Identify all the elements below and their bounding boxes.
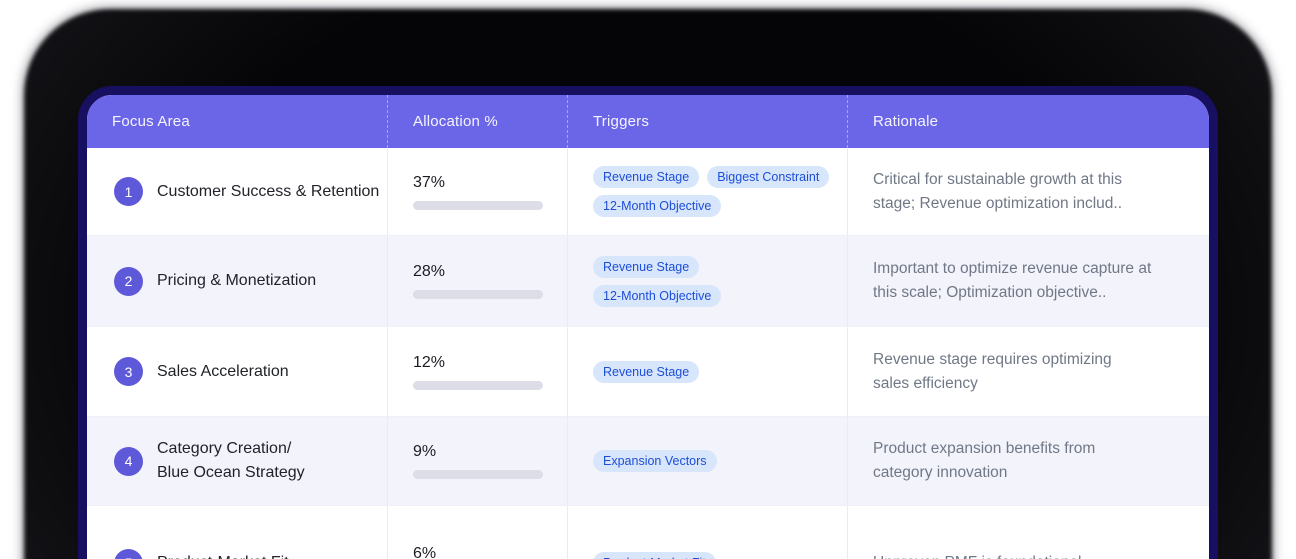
trigger-tag-line: Product-Market Fit: [593, 552, 716, 559]
trigger-tag-line: Revenue Stage: [593, 360, 700, 383]
triggers-cell: Product-Market Fit: [567, 506, 847, 559]
rationale-text: Critical for sustainable growth at this …: [873, 170, 1123, 212]
focus-area-cell: 4 Category Creation/ Blue Ocean Strategy: [87, 417, 387, 505]
allocation-cell: 6%: [387, 506, 567, 559]
triggers-cell: Revenue Stage: [567, 327, 847, 416]
trigger-tag: 12-Month Objective: [593, 195, 722, 217]
trigger-tag: Expansion Vectors: [593, 450, 717, 472]
trigger-tags: Revenue Stage Biggest Constraint 12-Month …: [593, 166, 830, 217]
table-header: Focus Area Allocation % Triggers Rationa…: [87, 95, 1209, 148]
row-number-badge: 1: [114, 177, 143, 206]
allocation-cell: 12%: [387, 327, 567, 416]
allocation-percent-label: 9%: [413, 443, 437, 460]
allocation-progress-track: [413, 380, 543, 390]
allocation-block: 9%: [413, 443, 543, 479]
rationale-cell: Critical for sustainable growth at this …: [847, 148, 1209, 235]
table-row: 4 Category Creation/ Blue Ocean Strategy…: [87, 416, 1209, 505]
rationale-cell: Important to optimize revenue capture at…: [847, 236, 1209, 326]
trigger-tags: Revenue Stage: [593, 360, 700, 383]
focus-area-cell: 5 Product-Market Fit: [87, 506, 387, 559]
allocation-percent-label: 12%: [413, 353, 446, 371]
app-screen: Focus Area Allocation % Triggers Rationa…: [78, 86, 1218, 559]
trigger-tag: Product-Market Fit: [593, 552, 716, 559]
trigger-tags: Product-Market Fit: [593, 552, 716, 559]
trigger-tag: Revenue Stage: [593, 166, 700, 188]
allocation-cell: 9%: [387, 417, 567, 505]
focus-area-cell: 1 Customer Success & Retention: [87, 148, 387, 235]
allocation-progress-track: [413, 290, 543, 299]
rationale-cell: Product expansion benefits from category…: [847, 417, 1209, 505]
focus-area-name: Category Creation/ Blue Ocean Strategy: [157, 440, 305, 481]
rationale-text: Important to optimize revenue capture at…: [873, 260, 1152, 301]
row-number-badge: 3: [114, 357, 143, 386]
focus-area-cell: 2 Pricing & Monetization: [87, 236, 387, 326]
allocation-percent-label: 28%: [413, 263, 446, 280]
trigger-tag-line: Expansion Vectors: [593, 450, 717, 472]
trigger-tag: Revenue Stage: [593, 255, 700, 278]
column-header-triggers: Triggers: [567, 95, 847, 148]
column-header-allocation: Allocation %: [387, 95, 567, 148]
trigger-tag: Revenue Stage: [593, 360, 700, 383]
trigger-tags: Revenue Stage 12-Month Objective: [593, 255, 722, 307]
rationale-cell: Revenue stage requires optimizing sales …: [847, 327, 1209, 416]
column-header-rationale: Rationale: [847, 95, 1209, 148]
trigger-tag-line: 12-Month Objective: [593, 284, 722, 307]
table-body: 1 Customer Success & Retention 37% Reven…: [87, 148, 1209, 559]
table-row: 1 Customer Success & Retention 37% Reven…: [87, 148, 1209, 235]
trigger-tag-line: Revenue Stage Biggest Constraint: [593, 166, 830, 188]
allocation-block: 6%: [413, 545, 543, 559]
focus-area-name: Customer Success & Retention: [157, 182, 380, 200]
rationale-text: Product expansion benefits from category…: [873, 440, 1096, 481]
table-row: 2 Pricing & Monetization 28% Revenue Sta…: [87, 235, 1209, 326]
allocation-percent-label: 6%: [413, 545, 437, 559]
trigger-tags: Expansion Vectors: [593, 450, 717, 472]
row-number-badge: 2: [114, 266, 143, 296]
allocation-progress-track: [413, 200, 543, 210]
column-header-focus-area: Focus Area: [112, 113, 190, 130]
allocation-cell: 37%: [387, 148, 567, 235]
allocation-block: 37%: [413, 174, 543, 210]
triggers-cell: Revenue Stage 12-Month Objective: [567, 236, 847, 326]
trigger-tag: Biggest Constraint: [707, 166, 830, 188]
allocation-block: 12%: [413, 354, 543, 390]
focus-area-name: Sales Acceleration: [157, 362, 289, 380]
allocation-percent-label: 37%: [413, 173, 446, 191]
focus-area-name: Product-Market Fit: [157, 551, 289, 559]
table-row: 3 Sales Acceleration 12% Revenue Stage R…: [87, 326, 1209, 416]
trigger-tag-line: Revenue Stage: [593, 255, 721, 278]
triggers-cell: Expansion Vectors: [567, 417, 847, 505]
triggers-cell: Revenue Stage Biggest Constraint 12-Month …: [567, 148, 847, 235]
focus-area-cell: 3 Sales Acceleration: [87, 327, 387, 416]
trigger-tag: 12-Month Objective: [593, 284, 722, 307]
allocation-block: 28%: [413, 263, 543, 299]
rationale-text: Revenue stage requires optimizing sales …: [873, 350, 1112, 392]
row-number-badge: 5: [114, 548, 143, 559]
allocation-progress-track: [413, 470, 543, 479]
trigger-tag-line: 12-Month Objective: [593, 195, 829, 217]
focus-area-name: Pricing & Monetization: [157, 272, 317, 289]
rationale-text: Unproven PMF is foundational: [873, 551, 1082, 559]
table-row: 5 Product-Market Fit 6% Product-Market F…: [87, 505, 1209, 559]
rationale-cell: Unproven PMF is foundational: [847, 506, 1209, 559]
allocation-cell: 28%: [387, 236, 567, 326]
row-number-badge: 4: [114, 446, 143, 476]
